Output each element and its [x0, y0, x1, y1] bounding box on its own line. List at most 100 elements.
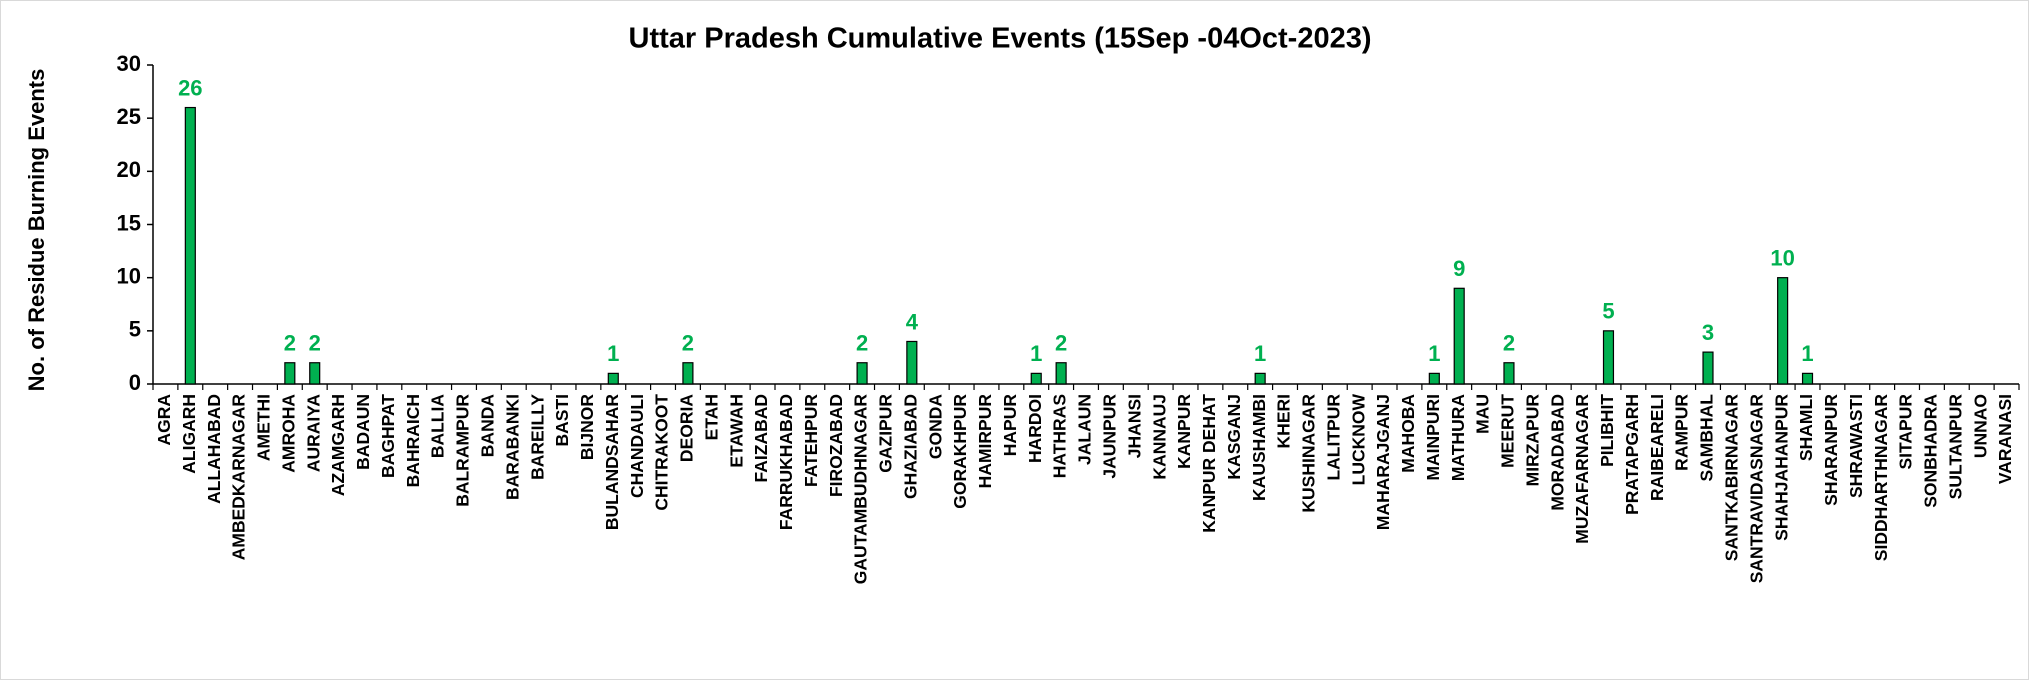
bar [1254, 372, 1266, 385]
bar [682, 362, 694, 385]
x-tick-label: SIDDHARTHNAGAR [1871, 394, 1891, 562]
x-tick-label: GAUTAMBUDHNAGAR [851, 394, 871, 585]
data-label: 4 [906, 309, 919, 334]
x-tick-label: MAHOBA [1398, 394, 1418, 473]
x-tick-label: MATHURA [1448, 394, 1468, 482]
x-tick-label: GONDA [925, 394, 945, 460]
data-label: 1 [1254, 341, 1266, 366]
y-tick-label: 0 [129, 370, 141, 395]
bar [1602, 330, 1615, 385]
bar [1055, 362, 1067, 385]
data-label: 3 [1702, 320, 1714, 345]
x-tick-label: LALITPUR [1323, 394, 1343, 481]
x-tick-label: PILIBHIT [1597, 394, 1617, 467]
x-tick-label: ETAWAH [726, 394, 746, 468]
data-label: 2 [1055, 331, 1067, 356]
y-tick-label: 30 [117, 51, 141, 76]
x-tick-label: HAPUR [1000, 394, 1020, 457]
x-tick-label: MORADABAD [1547, 394, 1567, 511]
x-tick-label: SHAHJAHANPUR [1771, 394, 1791, 541]
x-tick-label: HATHRAS [1050, 394, 1070, 478]
x-tick-label: SHAMLI [1796, 394, 1816, 461]
bar [607, 372, 619, 385]
y-tick-label: 10 [117, 263, 141, 288]
x-tick-label: JHANSI [1124, 394, 1144, 458]
x-tick-label: SITAPUR [1896, 394, 1916, 470]
bar [1453, 287, 1465, 385]
bar [284, 362, 296, 385]
chart-title: Uttar Pradesh Cumulative Events (15Sep -… [629, 23, 1372, 55]
x-tick-label: KAUSHAMBI [1249, 394, 1269, 501]
x-tick-label: MAU [1473, 394, 1493, 434]
x-tick-label: BALRAMPUR [453, 394, 473, 507]
x-tick-label: BALLIA [428, 394, 448, 459]
x-tick-label: AGRA [154, 394, 174, 446]
x-tick-label: KUSHINAGAR [1299, 394, 1319, 513]
x-tick-label: KANPUR [1174, 394, 1194, 469]
x-tick-label: BANDA [478, 394, 498, 458]
x-tick-label: MAINPURI [1423, 394, 1443, 481]
data-label: 10 [1770, 245, 1794, 270]
x-tick-label: MUZAFARNAGAR [1572, 394, 1592, 544]
x-tick-label: AMETHI [254, 394, 274, 461]
x-tick-label: SONBHADRA [1921, 394, 1941, 508]
y-tick-label: 15 [117, 210, 141, 235]
y-tick-label: 20 [117, 157, 141, 182]
x-tick-label: GHAZIABAD [900, 394, 920, 499]
x-tick-label: FIROZABAD [826, 394, 846, 497]
y-tick-label: 25 [117, 104, 141, 129]
data-label: 2 [1503, 331, 1515, 356]
x-tick-label: BADAUN [353, 394, 373, 470]
x-tick-label: FATEHPUR [801, 394, 821, 487]
bar [1503, 362, 1515, 385]
x-tick-label: KANNAUJ [1149, 394, 1169, 480]
x-tick-label: MIRZAPUR [1522, 394, 1542, 487]
x-tick-label: BAREILLY [527, 394, 547, 480]
x-tick-label: SHRAWASTI [1846, 394, 1866, 498]
x-tick-label: MEERUT [1498, 394, 1518, 468]
x-tick-label: ALLAHABAD [204, 394, 224, 504]
x-tick-label: FAIZABAD [751, 394, 771, 482]
data-label: 1 [1801, 341, 1813, 366]
data-label: 2 [284, 331, 296, 356]
x-tick-label: GAZIPUR [876, 394, 896, 473]
bar [1801, 372, 1814, 385]
x-tick-label: AMROHA [278, 394, 298, 473]
x-tick-label: UNNAO [1970, 394, 1990, 458]
x-tick-label: SHARANPUR [1821, 394, 1841, 506]
bar [1777, 277, 1789, 385]
data-label: 1 [607, 341, 619, 366]
data-label: 1 [1428, 341, 1440, 366]
x-tick-label: SAMBHAL [1697, 394, 1717, 482]
x-tick-label: LUCKNOW [1348, 394, 1368, 486]
y-axis-title: No. of Residue Burning Events [24, 69, 49, 392]
data-label: 26 [178, 75, 202, 100]
data-label: 2 [309, 331, 321, 356]
data-label: 2 [682, 331, 694, 356]
x-tick-label: KHERI [1274, 394, 1294, 448]
bar [906, 340, 918, 385]
x-tick-label: SANTRAVIDASNAGAR [1746, 394, 1766, 584]
bar [1428, 372, 1440, 385]
data-label: 9 [1453, 256, 1465, 281]
x-tick-label: RAMPUR [1672, 394, 1692, 471]
x-tick-label: AMBEDKARNAGAR [229, 394, 249, 561]
x-tick-label: ETAH [701, 394, 721, 440]
x-tick-label: JALAUN [1075, 394, 1095, 465]
x-tick-label: JAUNPUR [1100, 394, 1120, 479]
x-tick-label: BIJNOR [577, 394, 597, 460]
x-tick-label: ALIGARH [179, 394, 199, 474]
data-label: 1 [1030, 341, 1042, 366]
x-tick-label: BULANDSAHAR [602, 394, 622, 530]
data-label: 5 [1602, 299, 1614, 324]
x-tick-label: BAHRAICH [403, 394, 423, 487]
x-tick-label: MAHARAJGANJ [1373, 394, 1393, 530]
x-tick-label: FARRUKHABAD [776, 394, 796, 530]
x-tick-label: AURAIYA [303, 394, 323, 472]
x-tick-label: CHANDAULI [627, 394, 647, 498]
x-tick-label: BARABANKI [502, 394, 522, 500]
x-tick-label: RAIBEARELI [1647, 394, 1667, 501]
x-tick-label: CHITRAKOOT [652, 394, 672, 511]
